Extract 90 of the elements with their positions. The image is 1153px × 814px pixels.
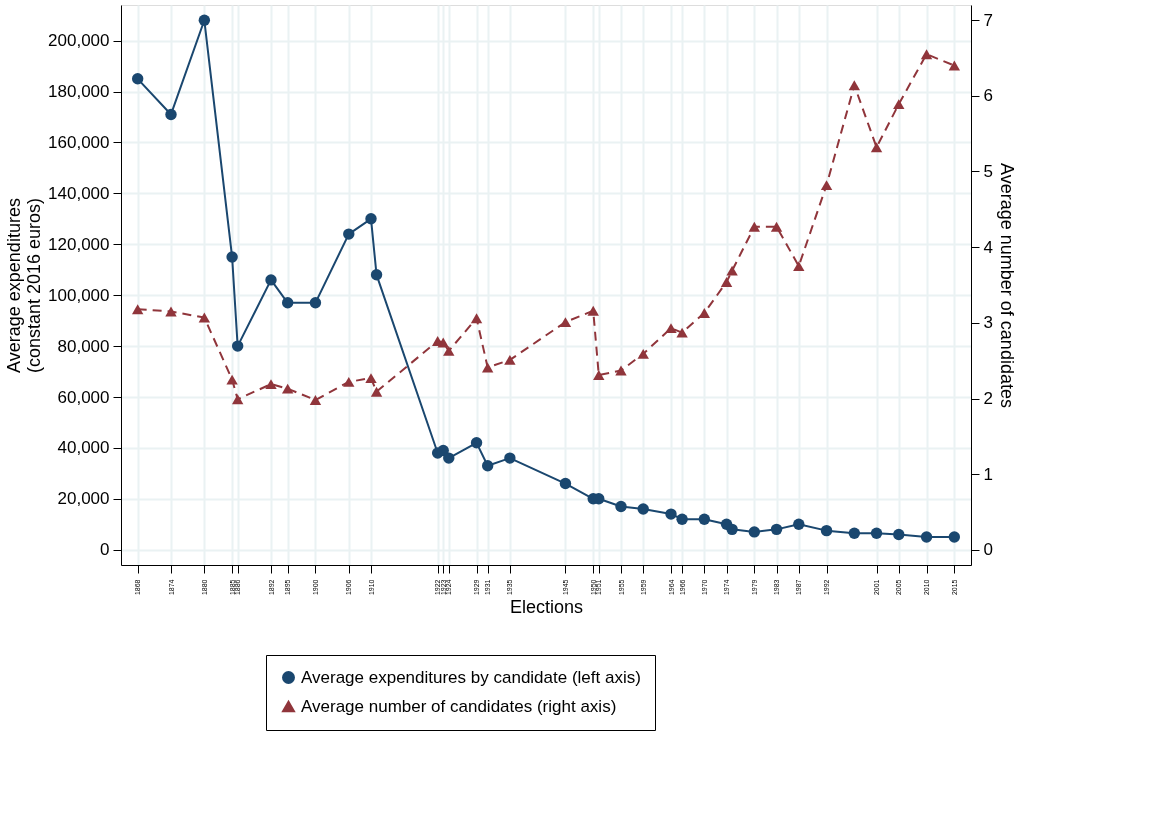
point bbox=[365, 213, 377, 225]
point bbox=[165, 306, 177, 317]
y2-tick-label: 6 bbox=[983, 86, 993, 106]
point bbox=[820, 180, 833, 191]
point bbox=[770, 523, 783, 536]
point bbox=[198, 312, 211, 323]
y2-tick-label: 3 bbox=[983, 313, 993, 333]
point bbox=[231, 340, 244, 352]
point bbox=[265, 379, 277, 390]
y2-tick-label: 7 bbox=[983, 10, 993, 30]
x-axis-title: Elections bbox=[509, 597, 584, 618]
point bbox=[443, 452, 455, 464]
point bbox=[698, 308, 711, 318]
y-tick-label: 140,000 bbox=[48, 183, 110, 203]
y-tick-label: 160,000 bbox=[48, 132, 110, 152]
point bbox=[793, 518, 805, 530]
point bbox=[309, 395, 322, 405]
point bbox=[231, 394, 244, 405]
point bbox=[637, 348, 649, 359]
legend-label: Average expenditures by candidate (left axis) bbox=[301, 667, 641, 687]
y-tick-label: 120,000 bbox=[48, 234, 110, 254]
point bbox=[343, 376, 355, 387]
point bbox=[370, 269, 383, 281]
point bbox=[343, 228, 355, 240]
point bbox=[770, 221, 783, 232]
point bbox=[593, 370, 605, 380]
point bbox=[870, 527, 883, 539]
y-tick-label: 0 bbox=[100, 540, 110, 560]
point bbox=[470, 313, 483, 324]
point bbox=[198, 14, 211, 26]
point bbox=[848, 527, 861, 539]
y-tick-label: 180,000 bbox=[48, 82, 110, 102]
point bbox=[587, 305, 599, 316]
y2-tick-label: 4 bbox=[983, 237, 993, 257]
y2-tick-label: 2 bbox=[983, 389, 993, 409]
point bbox=[948, 531, 961, 543]
point bbox=[637, 503, 649, 515]
point bbox=[893, 99, 905, 110]
point bbox=[370, 386, 383, 397]
point bbox=[559, 477, 572, 490]
point bbox=[226, 251, 238, 263]
point bbox=[443, 345, 455, 356]
point bbox=[281, 383, 294, 394]
point bbox=[726, 265, 738, 276]
y-tick-label: 100,000 bbox=[48, 285, 110, 305]
point bbox=[131, 73, 144, 85]
y2-tick-label: 0 bbox=[983, 540, 993, 560]
point bbox=[226, 374, 238, 385]
point bbox=[481, 460, 494, 472]
y-axis-title: Average expenditures (constant 2016 euros) bbox=[4, 197, 45, 374]
y2-axis-title: Average number of candidates bbox=[996, 163, 1017, 408]
point bbox=[165, 108, 177, 121]
point bbox=[870, 142, 883, 153]
y-tick-label: 200,000 bbox=[48, 31, 110, 51]
point bbox=[504, 354, 516, 365]
point bbox=[309, 297, 322, 309]
point bbox=[281, 297, 294, 309]
point bbox=[676, 327, 688, 338]
point bbox=[665, 323, 677, 334]
y-tick-label: 20,000 bbox=[57, 489, 110, 509]
point bbox=[948, 60, 961, 71]
point bbox=[748, 526, 761, 538]
point bbox=[437, 444, 449, 457]
point bbox=[665, 508, 677, 520]
point bbox=[365, 373, 377, 384]
point bbox=[720, 277, 733, 287]
point bbox=[481, 362, 494, 373]
point bbox=[470, 437, 483, 449]
point bbox=[920, 49, 933, 60]
y2-tick-label: 5 bbox=[983, 161, 993, 181]
point bbox=[615, 365, 627, 376]
point bbox=[559, 317, 572, 328]
point bbox=[920, 531, 933, 543]
point bbox=[265, 274, 277, 286]
legend-label: Average number of candidates (right axis) bbox=[301, 696, 617, 716]
point bbox=[131, 304, 144, 315]
point bbox=[615, 500, 627, 513]
y-tick-label: 40,000 bbox=[57, 438, 110, 458]
point bbox=[793, 261, 805, 272]
point bbox=[893, 528, 905, 541]
point bbox=[676, 513, 688, 525]
point bbox=[848, 80, 861, 91]
point bbox=[726, 523, 738, 536]
point bbox=[698, 513, 711, 525]
point bbox=[504, 452, 516, 464]
y-tick-label: 80,000 bbox=[57, 336, 110, 356]
point bbox=[820, 524, 833, 537]
y2-tick-label: 1 bbox=[983, 464, 993, 484]
point bbox=[748, 221, 761, 232]
y-tick-label: 60,000 bbox=[57, 387, 110, 407]
